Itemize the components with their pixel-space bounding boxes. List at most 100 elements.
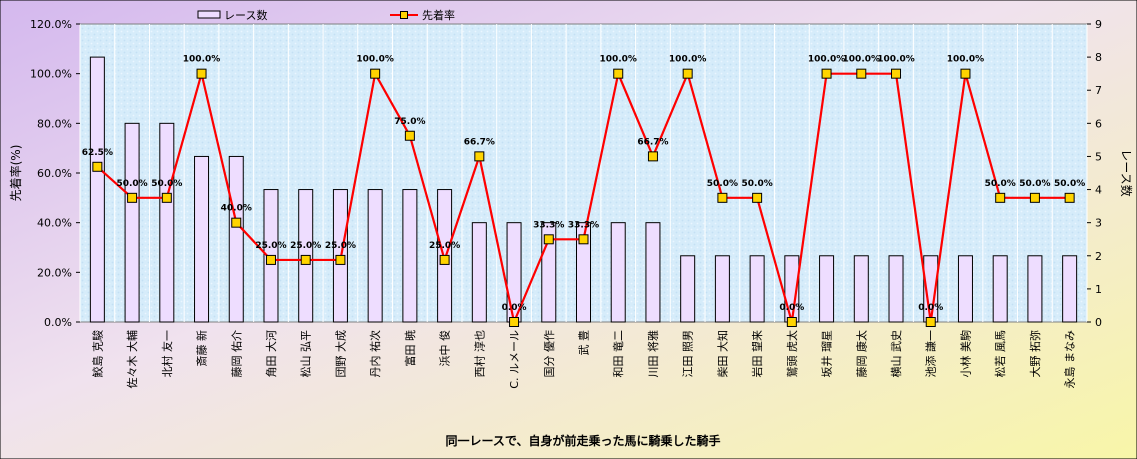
y-left-tick-label: 20.0% (37, 266, 72, 279)
line-marker (404, 130, 415, 141)
data-label: 25.0% (325, 241, 356, 251)
bar (159, 122, 175, 323)
category-label: 大野 拓弥 (1028, 330, 1042, 378)
category-label: 国分 優作 (543, 330, 556, 378)
bar (367, 189, 383, 323)
category-label: 池添 謙一 (924, 330, 938, 378)
bar (992, 255, 1008, 323)
bar (576, 222, 591, 323)
line-marker (370, 68, 381, 79)
line-marker (92, 161, 103, 172)
data-label: 50.0% (742, 179, 773, 189)
bar (124, 122, 140, 323)
line-marker (821, 68, 832, 79)
line-marker (300, 254, 311, 265)
category-label: 松山 弘平 (299, 330, 313, 378)
category-label: 富田 暁 (403, 330, 417, 367)
line-marker (891, 68, 902, 79)
data-labels: 62.5%50.0% 50.0%100.0%40.0%25.0% 25.0% 25.0… (82, 55, 1086, 313)
bar (957, 255, 973, 323)
bar (1027, 255, 1043, 323)
data-label: 66.7% (637, 137, 668, 147)
y-right-tick-label: 0 (1095, 316, 1102, 329)
y-left-tick-label: 40.0% (37, 217, 72, 230)
data-label: 33.3% (568, 220, 599, 230)
data-label: 100.0% (947, 55, 985, 65)
y-right-tick-label: 8 (1095, 51, 1102, 64)
line-marker (509, 317, 520, 327)
line-marker (578, 234, 589, 245)
bar (819, 255, 835, 323)
category-label: 鮫島 克駿 (90, 330, 104, 378)
line-marker (995, 192, 1006, 203)
bar (89, 56, 105, 323)
data-label: 100.0% (356, 55, 394, 65)
legend-marker-swatch (400, 11, 408, 19)
line-marker (613, 68, 624, 79)
data-label: 100.0% (183, 55, 221, 65)
bar (680, 255, 696, 323)
line-marker (1064, 192, 1075, 203)
legend: レース数 先着率 (197, 8, 455, 22)
data-label: 40.0% (221, 204, 252, 214)
y-right-tick-label: 7 (1095, 84, 1102, 97)
data-label: 50.0% (707, 179, 738, 189)
category-label: 武 豊 (578, 330, 591, 356)
data-label: 100.0% (669, 55, 707, 65)
line-marker (161, 192, 172, 203)
line-marker (1029, 192, 1040, 203)
category-label: 団野 大成 (333, 330, 347, 378)
y-right-axis-label: レース数 (1119, 149, 1134, 196)
category-label: 坂井 瑠星 (820, 330, 834, 378)
line-marker (717, 192, 728, 203)
line-marker (647, 151, 658, 162)
data-label: 50.0% (116, 179, 147, 189)
bar (194, 155, 210, 323)
data-label: 62.5% (82, 148, 113, 158)
bar (228, 155, 244, 323)
category-label: 松若 風馬 (993, 330, 1007, 378)
legend-bar-swatch (197, 10, 221, 19)
category-label: 北村 友一 (160, 330, 174, 378)
y-right-tick-label: 3 (1095, 217, 1102, 230)
bar (471, 222, 487, 323)
y-right-tick-label: 9 (1095, 18, 1102, 31)
category-label: 小林 美駒 (958, 330, 972, 378)
category-label: 角田 大河 (264, 330, 278, 378)
line-marker (752, 192, 763, 203)
category-label: 丹内 祐次 (368, 330, 382, 378)
legend-line-label: 先着率 (422, 8, 455, 22)
data-label: 50.0% (1054, 179, 1085, 189)
line-marker (682, 68, 693, 79)
y-right-tick-label: 2 (1095, 250, 1102, 263)
line-marker (543, 234, 554, 245)
category-labels: 鮫島 克駿 佐々木 大輔 北村 友一 斎藤 新 藤岡 佑介 角田 大河 松山 弘平 団野 大成… (90, 330, 1076, 389)
bar (1062, 255, 1078, 323)
bar (610, 222, 626, 323)
data-label: 0.0% (502, 303, 527, 313)
category-label: C. ルメール (508, 330, 521, 389)
line-marker (925, 317, 936, 327)
data-label: 25.0% (255, 241, 286, 251)
data-label: 100.0% (599, 55, 637, 65)
bar (888, 255, 904, 323)
line-marker (786, 317, 797, 327)
data-label: 50.0% (1019, 179, 1050, 189)
line-marker (127, 192, 138, 203)
y-left-tick-label: 100.0% (30, 68, 72, 81)
y-right-tick-label: 1 (1095, 283, 1102, 296)
data-label: 50.0% (985, 179, 1016, 189)
bar (714, 255, 730, 323)
bar-series (89, 56, 1078, 323)
data-label: 0.0% (779, 303, 804, 313)
data-label: 25.0% (290, 241, 321, 251)
y-right-tick-label: 6 (1095, 117, 1102, 130)
category-label: 鷲頭 虎太 (785, 330, 799, 378)
y-left-tick-label: 120.0% (30, 18, 72, 31)
line-marker (335, 254, 346, 265)
x-axis-label: 同一レースで、自身が前走乗った馬に騎乗した騎手 (446, 433, 721, 448)
category-label: 和田 竜二 (611, 330, 625, 378)
category-label: 佐々木 大輔 (125, 330, 139, 389)
y-left-ticks: 0.0% 20.0% 40.0% 60.0% 80.0% 100.0% 120.0% (30, 18, 80, 329)
